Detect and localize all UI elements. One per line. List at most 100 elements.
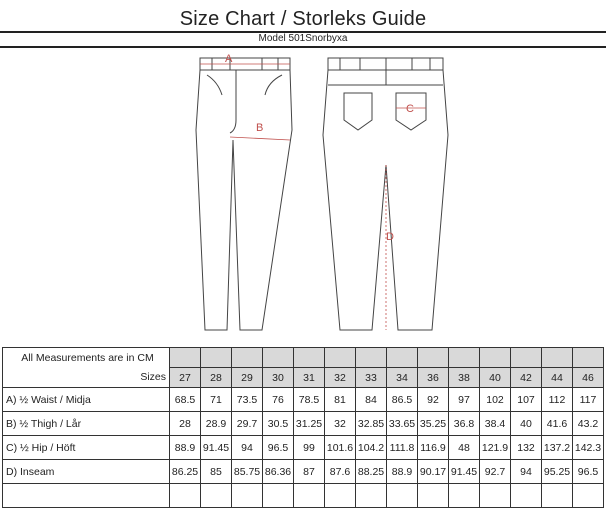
measurement-cell: 91.45 (200, 435, 232, 460)
row-label: C) ½ Hip / Höft (2, 435, 170, 460)
header-blank-cell (417, 347, 449, 368)
measurement-cell: 94 (231, 435, 263, 460)
back-pants-drawing (322, 57, 449, 331)
size-header: 33 (355, 367, 387, 388)
empty-cell (479, 483, 511, 508)
empty-cell (169, 483, 201, 508)
header-blank-cell (572, 347, 604, 368)
measurement-cell: 85.75 (231, 459, 263, 484)
measurement-cell: 85 (200, 459, 232, 484)
size-header: 27 (169, 367, 201, 388)
measurement-cell: 94 (510, 459, 542, 484)
front-pants-drawing (195, 57, 293, 331)
divider (0, 46, 606, 48)
measurement-cell: 33.65 (386, 411, 418, 436)
measurement-cell: 30.5 (262, 411, 294, 436)
table-row: B) ½ Thigh / Lår 28 28.9 29.7 30.5 31.25 32 32.… (2, 411, 604, 436)
measurement-cell: 43.2 (572, 411, 604, 436)
empty-cell (417, 483, 449, 508)
measurement-cell: 38.4 (479, 411, 511, 436)
header-blank-cell (262, 347, 294, 368)
size-header: 28 (200, 367, 232, 388)
size-header: 44 (541, 367, 573, 388)
measurement-cell: 71 (200, 387, 232, 412)
size-header: 34 (386, 367, 418, 388)
label-a: A (225, 53, 233, 65)
measurement-cell: 31.25 (293, 411, 325, 436)
size-header: 38 (448, 367, 480, 388)
empty-cell (293, 483, 325, 508)
measurement-cell: 32.85 (355, 411, 387, 436)
measurement-cell: 76 (262, 387, 294, 412)
measurement-cell: 88.9 (386, 459, 418, 484)
label-c: C (406, 103, 414, 115)
measurement-cell: 41.6 (541, 411, 573, 436)
empty-cell (231, 483, 263, 508)
measurement-cell: 32 (324, 411, 356, 436)
size-header: 30 (262, 367, 294, 388)
measurement-cell: 107 (510, 387, 542, 412)
header-blank-cell (293, 347, 325, 368)
size-header: 46 (572, 367, 604, 388)
empty-cell (262, 483, 294, 508)
measurement-cell: 36.8 (448, 411, 480, 436)
header-blank-cell (169, 347, 201, 368)
measurement-cell: 78.5 (293, 387, 325, 412)
measurement-cell: 28 (169, 411, 201, 436)
label-d: D (386, 231, 394, 243)
measurement-cell: 112 (541, 387, 573, 412)
header-blank-cell (355, 347, 387, 368)
measurement-cell: 73.5 (231, 387, 263, 412)
empty-cell (386, 483, 418, 508)
empty-cell (200, 483, 232, 508)
measurement-cell: 35.25 (417, 411, 449, 436)
measurement-cell: 137.2 (541, 435, 573, 460)
measurement-cell: 84 (355, 387, 387, 412)
measurement-cell: 87 (293, 459, 325, 484)
header-blank-cell (479, 347, 511, 368)
measurement-cell: 104.2 (355, 435, 387, 460)
pants-diagram: A B C D (195, 53, 449, 331)
size-header: 42 (510, 367, 542, 388)
unit-note: All Measurements are in CM (2, 347, 170, 368)
page-title: Size Chart / Storleks Guide (179, 8, 427, 30)
measurement-cell: 86.36 (262, 459, 294, 484)
measurement-cell: 99 (293, 435, 325, 460)
measurement-cell: 132 (510, 435, 542, 460)
size-header: 32 (324, 367, 356, 388)
size-header: 36 (417, 367, 449, 388)
size-header: 31 (293, 367, 325, 388)
label-b: B (256, 122, 263, 134)
measurement-cell: 97 (448, 387, 480, 412)
measurement-cell: 117 (572, 387, 604, 412)
measurement-cell: 92 (417, 387, 449, 412)
measurement-cell: 81 (324, 387, 356, 412)
measurement-cell: 90.17 (417, 459, 449, 484)
measurement-cell: 116.9 (417, 435, 449, 460)
header-blank-cell (448, 347, 480, 368)
measurement-cell: 87.6 (324, 459, 356, 484)
measurement-cell: 101.6 (324, 435, 356, 460)
measurement-cell: 48 (448, 435, 480, 460)
empty-cell (324, 483, 356, 508)
empty-row (2, 483, 604, 508)
table-row: D) Inseam 86.25 85 85.75 86.36 87 87.6 88.25 88.… (2, 459, 604, 484)
measurement-cell: 68.5 (169, 387, 201, 412)
empty-cell (541, 483, 573, 508)
row-label: D) Inseam (2, 459, 170, 484)
empty-cell (510, 483, 542, 508)
header-blank-cell (231, 347, 263, 368)
measurement-cell: 96.5 (262, 435, 294, 460)
measurement-cell: 95.25 (541, 459, 573, 484)
measurement-cell: 111.8 (386, 435, 418, 460)
empty-cell (572, 483, 604, 508)
measurement-cell: 86.25 (169, 459, 201, 484)
measurement-cell: 28.9 (200, 411, 232, 436)
sizes-label: Sizes (2, 367, 170, 388)
row-label: A) ½ Waist / Midja (2, 387, 170, 412)
measurement-cell: 88.25 (355, 459, 387, 484)
header-blank-cell (541, 347, 573, 368)
model-name: Model 501Snorbyxa (258, 33, 348, 44)
measurement-cell: 96.5 (572, 459, 604, 484)
table-row: A) ½ Waist / Midja 68.5 71 73.5 76 78.5 81 84 86… (2, 387, 604, 412)
